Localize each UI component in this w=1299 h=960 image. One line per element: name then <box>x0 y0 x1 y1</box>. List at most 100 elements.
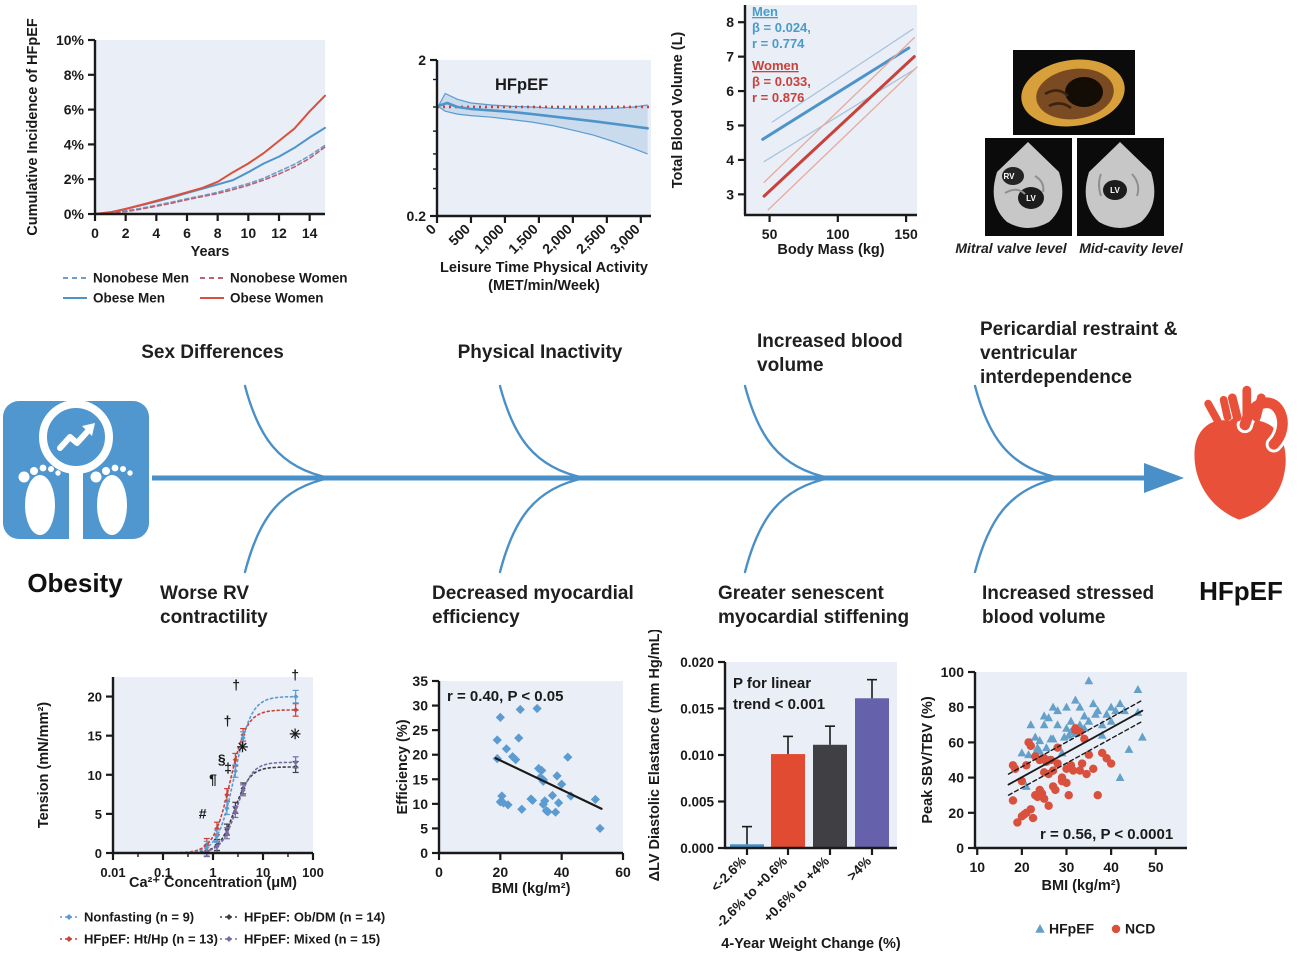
svg-text:HFpEF: Ht/Hp (n = 13): HFpEF: Ht/Hp (n = 13) <box>84 932 218 947</box>
heart-cross-section-image <box>1013 50 1135 135</box>
sbv-chart: 0 20 40 60 80 100 10 20 30 40 50 BMI (kg/m²) Peak SB… <box>920 664 1187 937</box>
svg-text:r = 0.774: r = 0.774 <box>752 36 805 51</box>
svg-text:trend < 0.001: trend < 0.001 <box>733 696 825 713</box>
svg-text:2,000: 2,000 <box>539 221 575 257</box>
panel-cumulative-incidence: 0% 2% 4% 6% 8% 10% 0 2 4 6 8 10 12 14 Years Cumulative … <box>25 0 355 308</box>
svg-text:100: 100 <box>826 226 850 242</box>
svg-text:5: 5 <box>726 117 734 133</box>
svg-text:P for linear: P for linear <box>733 675 811 692</box>
svg-text:✳: ✳ <box>289 726 301 742</box>
svg-text:2: 2 <box>418 52 426 68</box>
svg-text:5: 5 <box>95 807 102 822</box>
svg-text:BMI (kg/m²): BMI (kg/m²) <box>1042 878 1121 894</box>
arrowhead-icon <box>1144 463 1184 493</box>
svg-text:150: 150 <box>894 226 918 242</box>
panel-sbv: 0 20 40 60 80 100 10 20 30 40 50 BMI (kg/m²) Peak SB… <box>920 650 1299 950</box>
svg-text:Nonfasting (n = 9): Nonfasting (n = 9) <box>84 910 194 925</box>
svg-text:β = 0.033,: β = 0.033, <box>752 74 811 89</box>
svg-text:Years: Years <box>191 244 230 260</box>
svg-text:r = 0.876: r = 0.876 <box>752 90 804 105</box>
svg-text:0.015: 0.015 <box>680 702 714 717</box>
caption-mitral-valve-level: Mitral valve level <box>955 240 1067 256</box>
tension-chart: # ¶§‡ † † ✳ † ✳ 0 5 10 15 20 0.01 0.1 1 10 100 Ca²⁺ Conce… <box>36 666 385 947</box>
heart-icon <box>1194 385 1291 520</box>
svg-text:6: 6 <box>183 225 191 241</box>
cause-senescent-stiffening: Greater senescent myocardial stiffening <box>718 583 910 628</box>
svg-text:Cumulative Incidence of HFpEF: Cumulative Incidence of HFpEF <box>25 18 41 236</box>
svg-text:BMI (kg/m²): BMI (kg/m²) <box>492 881 571 897</box>
svg-text:Peak SBV/TBV (%): Peak SBV/TBV (%) <box>920 696 936 823</box>
svg-text:0: 0 <box>435 864 443 880</box>
echo-midcavity-image: LV <box>1077 138 1164 236</box>
echo-lv-label: LV <box>1110 186 1120 195</box>
svg-text:5: 5 <box>420 820 428 836</box>
svg-text:HFpEF: Ob/DM (n = 14): HFpEF: Ob/DM (n = 14) <box>244 910 385 925</box>
svg-text:β = 0.024,: β = 0.024, <box>752 20 811 35</box>
svg-text:Total Blood Volume (L): Total Blood Volume (L) <box>670 32 686 189</box>
svg-text:✳: ✳ <box>237 739 249 755</box>
svg-text:HFpEF: HFpEF <box>495 76 548 94</box>
svg-text:10%: 10% <box>56 32 85 48</box>
svg-text:10: 10 <box>88 768 102 783</box>
svg-text:4%: 4% <box>64 136 85 152</box>
cause-increased-stressed-volume: Increased stressed blood volume <box>982 583 1155 628</box>
panel-efficiency: 0 5 10 15 20 25 30 35 0 20 40 60 BMI (kg/m²) Efficien… <box>395 655 645 905</box>
svg-text:HFpEF: HFpEF <box>1049 921 1095 937</box>
svg-text:4: 4 <box>152 225 160 241</box>
svg-text:60: 60 <box>615 864 631 880</box>
cause-worse-rv-contractility: Worse RV contractility <box>160 583 268 628</box>
svg-text:60: 60 <box>948 734 964 750</box>
svg-text:50: 50 <box>762 226 778 242</box>
panel-physical-activity: 2 0.2 0 500 1,000 1,500 2,000 2,500 3,000 Leisure… <box>395 40 695 335</box>
echo-rv-label: RV <box>1004 172 1016 181</box>
cause-sex-differences: Sex Differences <box>141 342 284 363</box>
svg-text:10: 10 <box>969 859 985 875</box>
svg-text:40: 40 <box>1103 859 1119 875</box>
svg-text:10: 10 <box>256 865 270 880</box>
svg-text:6: 6 <box>726 83 734 99</box>
svg-text:<-2.6%: <-2.6% <box>708 854 749 895</box>
svg-text:20: 20 <box>493 864 509 880</box>
svg-text:¶: ¶ <box>209 771 217 787</box>
svg-text:10: 10 <box>412 796 428 812</box>
svg-text:0: 0 <box>91 225 99 241</box>
fishbone-diagram <box>152 384 1184 574</box>
svg-text:Body Mass (kg): Body Mass (kg) <box>777 242 884 258</box>
svg-text:Efficiency (%): Efficiency (%) <box>395 719 411 814</box>
svg-text:Obese Women: Obese Women <box>230 291 324 306</box>
svg-text:Leisure Time Physical Activity: Leisure Time Physical Activity <box>440 260 648 276</box>
svg-text:0%: 0% <box>64 206 85 222</box>
svg-text:r = 0.56, P < 0.0001: r = 0.56, P < 0.0001 <box>1040 826 1173 843</box>
svg-text:ΔLV Diastolic Elastance (mm Hg: ΔLV Diastolic Elastance (mm Hg/mL) <box>647 630 663 881</box>
svg-text:>4%: >4% <box>844 854 874 884</box>
svg-text:50: 50 <box>1148 859 1164 875</box>
svg-text:8%: 8% <box>64 67 85 83</box>
svg-text:0.010: 0.010 <box>680 748 714 763</box>
efficiency-chart: 0 5 10 15 20 25 30 35 0 20 40 60 BMI (kg/m²) Efficien… <box>395 673 631 897</box>
svg-text:-2.6% to +0.6%: -2.6% to +0.6% <box>713 854 790 931</box>
cause-physical-inactivity: Physical Inactivity <box>457 342 623 363</box>
svg-text:0.000: 0.000 <box>680 841 714 856</box>
svg-text:‡: ‡ <box>224 759 232 775</box>
svg-text:#: # <box>199 806 207 822</box>
svg-text:§: § <box>218 751 226 767</box>
svg-text:35: 35 <box>412 673 428 689</box>
svg-text:†: † <box>291 666 299 682</box>
svg-text:100: 100 <box>941 664 965 680</box>
svg-text:(MET/min/Week): (MET/min/Week) <box>488 278 600 294</box>
svg-text:Nonobese Women: Nonobese Women <box>230 271 348 286</box>
svg-text:2,500: 2,500 <box>573 221 609 257</box>
svg-text:20: 20 <box>1014 859 1030 875</box>
svg-text:80: 80 <box>948 699 964 715</box>
svg-text:1,000: 1,000 <box>471 221 507 257</box>
svg-text:Men: Men <box>752 4 778 19</box>
svg-text:0.1: 0.1 <box>154 865 172 880</box>
svg-text:NCD: NCD <box>1125 921 1155 937</box>
svg-text:3,000: 3,000 <box>607 221 643 257</box>
panel-blood-volume: 3 4 5 6 7 8 50 100 150 Body Mass (kg) Total Blood … <box>660 0 940 268</box>
obesity-scale-icon <box>3 400 149 539</box>
svg-text:Women: Women <box>752 58 799 73</box>
echo-mitral-image: RV LV <box>985 138 1072 236</box>
